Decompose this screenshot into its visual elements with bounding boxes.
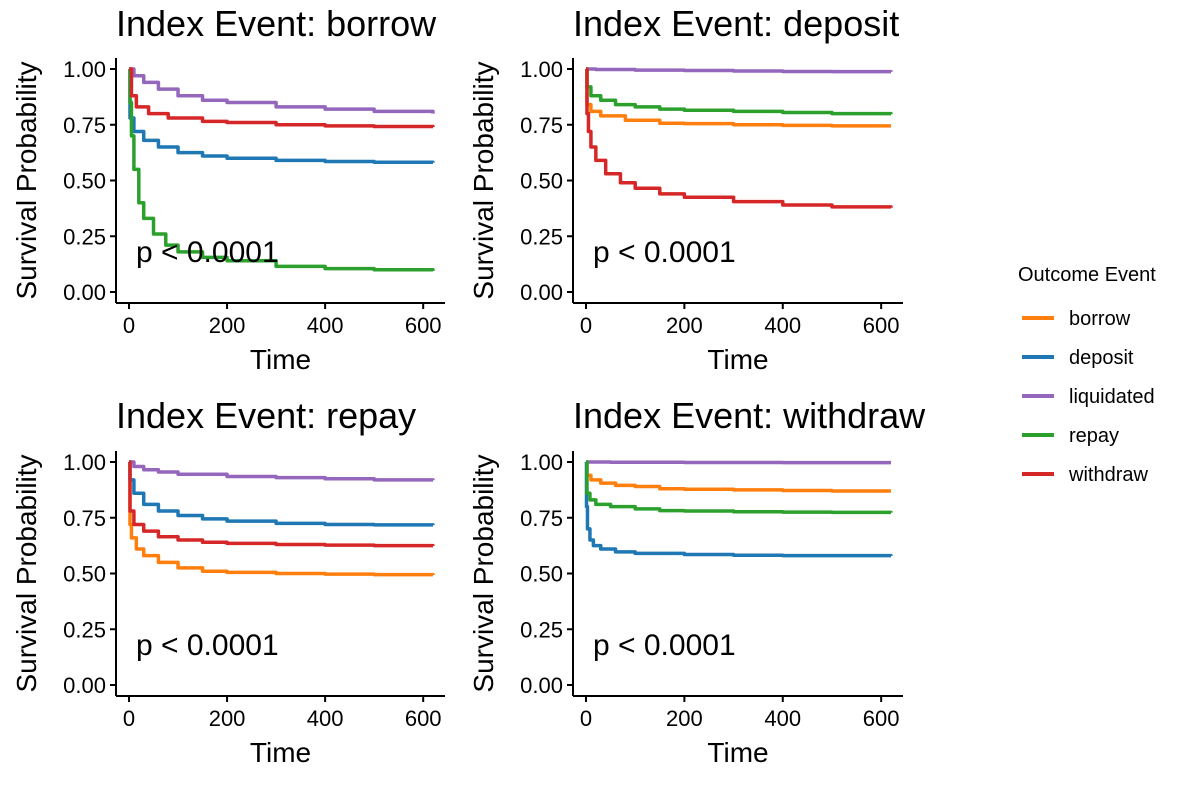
y-tick-label: 0.75 bbox=[63, 506, 106, 531]
p-value-annotation: p < 0.0001 bbox=[593, 629, 736, 662]
panel-2: Index Event: repay 0.00 0.25 0.50 0.75 1.00 0 2… bbox=[11, 395, 445, 768]
x-tick-label: 200 bbox=[209, 706, 246, 731]
y-tick-label: 0.50 bbox=[63, 562, 106, 587]
panel-title: Index Event: repay bbox=[116, 395, 416, 436]
y-tick-label: 0.50 bbox=[520, 169, 563, 194]
series-line-liquidated bbox=[129, 67, 435, 114]
x-tick-label: 0 bbox=[123, 706, 135, 731]
y-tick-label: 0.75 bbox=[520, 113, 563, 138]
y-tick-label: 0.25 bbox=[63, 617, 106, 642]
p-value-annotation: p < 0.0001 bbox=[136, 236, 279, 269]
y-axis-title: Survival Probability bbox=[468, 454, 499, 692]
x-tick-label: 200 bbox=[209, 313, 246, 338]
series-line-deposit bbox=[128, 67, 435, 164]
panel-0: Index Event: borrow 0.00 0.25 0.50 0.75 1.00 0… bbox=[11, 3, 445, 375]
panel-3: Index Event: withdraw 0.00 0.25 0.50 0.75 1.0… bbox=[468, 395, 926, 768]
panel-title: Index Event: borrow bbox=[116, 3, 437, 44]
p-value-annotation: p < 0.0001 bbox=[136, 629, 279, 662]
legend-label: repay bbox=[1069, 425, 1119, 447]
x-tick-label: 0 bbox=[123, 313, 135, 338]
y-tick-label: 0.25 bbox=[63, 224, 106, 249]
panel-title: Index Event: deposit bbox=[573, 3, 899, 44]
x-tick-label: 600 bbox=[405, 313, 442, 338]
y-tick-label: 1.00 bbox=[520, 450, 563, 475]
y-tick-label: 0.50 bbox=[520, 562, 563, 587]
legend-title: Outcome Event bbox=[1018, 264, 1156, 286]
y-tick-label: 1.00 bbox=[63, 450, 106, 475]
legend-item-borrow: borrow bbox=[1022, 308, 1131, 330]
x-tick-label: 400 bbox=[764, 706, 801, 731]
x-tick-label: 200 bbox=[666, 706, 703, 731]
panels-group: Index Event: borrow 0.00 0.25 0.50 0.75 1.00 0… bbox=[11, 3, 926, 768]
series-line-repay bbox=[585, 460, 893, 515]
series-line-liquidated bbox=[129, 460, 435, 482]
panel-1: Index Event: deposit 0.00 0.25 0.50 0.75 1.00… bbox=[468, 3, 903, 375]
series-line-withdraw bbox=[128, 460, 435, 548]
x-axis-title: Time bbox=[250, 344, 311, 375]
x-tick-label: 200 bbox=[666, 313, 703, 338]
legend-label: withdraw bbox=[1068, 464, 1148, 486]
series-line-withdraw bbox=[585, 67, 893, 209]
series-line-repay bbox=[585, 67, 893, 116]
series-line-liquidated bbox=[586, 460, 891, 465]
y-axis-title: Survival Probability bbox=[11, 61, 42, 299]
x-tick-label: 400 bbox=[307, 706, 344, 731]
series-line-deposit bbox=[584, 460, 893, 558]
series-line-borrow bbox=[128, 460, 435, 577]
p-value-annotation: p < 0.0001 bbox=[593, 236, 736, 269]
series-line-repay bbox=[128, 67, 435, 272]
legend-item-repay: repay bbox=[1022, 425, 1119, 447]
x-tick-label: 400 bbox=[764, 313, 801, 338]
series-line-borrow bbox=[585, 67, 891, 128]
y-axis-title: Survival Probability bbox=[11, 454, 42, 692]
legend-item-deposit: deposit bbox=[1022, 347, 1134, 369]
y-tick-label: 0.00 bbox=[63, 280, 106, 305]
y-axis-title: Survival Probability bbox=[468, 61, 499, 299]
y-tick-label: 0.00 bbox=[520, 280, 563, 305]
legend: Outcome Event borrow deposit liquidated rep… bbox=[1018, 264, 1156, 486]
y-tick-label: 1.00 bbox=[63, 57, 106, 82]
x-tick-label: 600 bbox=[863, 313, 900, 338]
x-tick-label: 600 bbox=[405, 706, 442, 731]
y-tick-label: 0.75 bbox=[520, 506, 563, 531]
legend-label: liquidated bbox=[1069, 386, 1155, 408]
series-line-borrow bbox=[585, 460, 891, 493]
y-tick-label: 0.00 bbox=[63, 673, 106, 698]
legend-items: borrow deposit liquidated repay withdraw bbox=[1022, 308, 1155, 486]
x-tick-label: 600 bbox=[863, 706, 900, 731]
x-tick-label: 0 bbox=[580, 313, 592, 338]
series-line-deposit bbox=[128, 460, 435, 527]
x-axis-title: Time bbox=[707, 344, 768, 375]
y-tick-label: 0.25 bbox=[520, 224, 563, 249]
x-tick-label: 0 bbox=[580, 706, 592, 731]
legend-label: deposit bbox=[1069, 347, 1134, 369]
series-line-withdraw bbox=[129, 67, 435, 129]
legend-item-withdraw: withdraw bbox=[1022, 464, 1148, 486]
y-tick-label: 0.25 bbox=[520, 617, 563, 642]
legend-item-liquidated: liquidated bbox=[1022, 386, 1155, 408]
panel-title: Index Event: withdraw bbox=[573, 395, 926, 436]
y-tick-label: 0.75 bbox=[63, 113, 106, 138]
y-tick-label: 1.00 bbox=[520, 57, 563, 82]
y-tick-label: 0.00 bbox=[520, 673, 563, 698]
x-tick-label: 400 bbox=[307, 313, 344, 338]
legend-label: borrow bbox=[1069, 308, 1131, 330]
series-line-liquidated bbox=[586, 67, 893, 74]
x-axis-title: Time bbox=[250, 737, 311, 768]
x-axis-title: Time bbox=[707, 737, 768, 768]
y-tick-label: 0.50 bbox=[63, 169, 106, 194]
